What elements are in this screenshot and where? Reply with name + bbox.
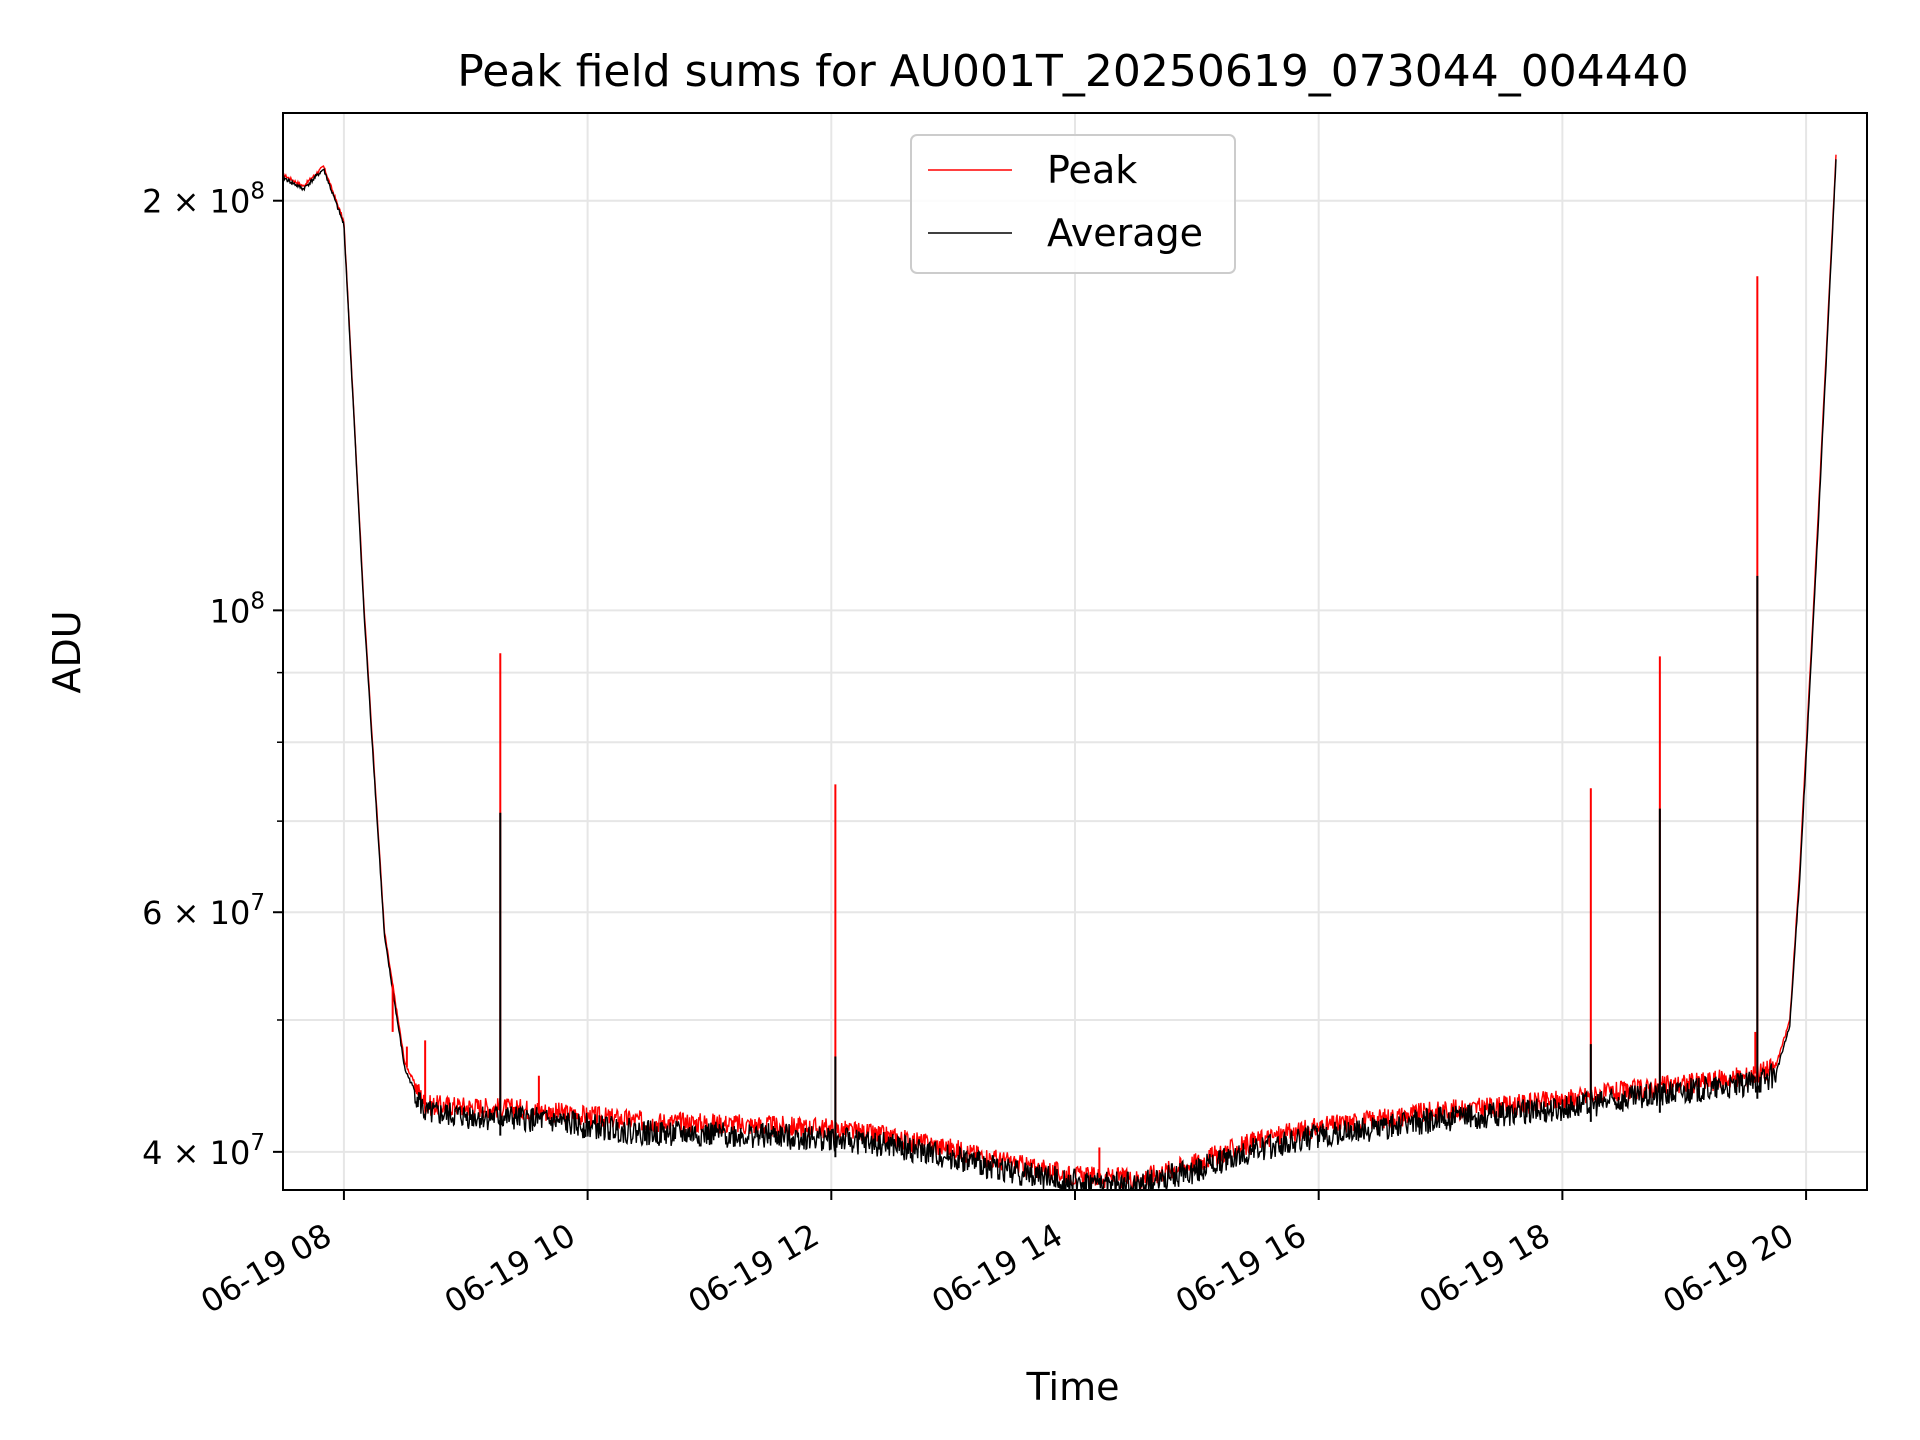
x-axis-label: Time <box>1026 1365 1120 1409</box>
legend: Peak Average <box>910 134 1236 274</box>
x-tick-label: 06-19 10 <box>438 1216 582 1321</box>
y-tick-label: 6 × 107 <box>142 890 265 932</box>
x-tick-label: 06-19 08 <box>194 1216 338 1321</box>
y-axis-label: ADU <box>45 610 89 693</box>
grid-lines <box>283 113 1867 1190</box>
x-axis-ticks: 06-19 08 06-19 10 06-19 12 06-19 14 06-19 16… <box>194 1190 1808 1321</box>
x-tick-label: 06-19 12 <box>682 1216 826 1321</box>
legend-average-label: Average <box>1047 211 1203 255</box>
y-tick-label: 2 × 108 <box>142 179 265 221</box>
x-tick-label: 06-19 14 <box>925 1216 1069 1321</box>
series-line-average <box>283 159 1837 1190</box>
y-tick-label: 4 × 107 <box>142 1130 265 1172</box>
series-layer <box>283 154 1837 1190</box>
y-tick-label: 108 <box>210 588 265 630</box>
legend-peak-label: Peak <box>1047 148 1137 192</box>
x-tick-label: 06-19 16 <box>1169 1216 1313 1321</box>
y-axis-ticks: 4 × 107 6 × 107 108 2 × 108 <box>142 179 283 1172</box>
chart-title: Peak field sums for AU001T_20250619_0730… <box>457 46 1689 97</box>
x-tick-label: 06-19 18 <box>1413 1216 1557 1321</box>
x-tick-label: 06-19 20 <box>1656 1216 1800 1321</box>
